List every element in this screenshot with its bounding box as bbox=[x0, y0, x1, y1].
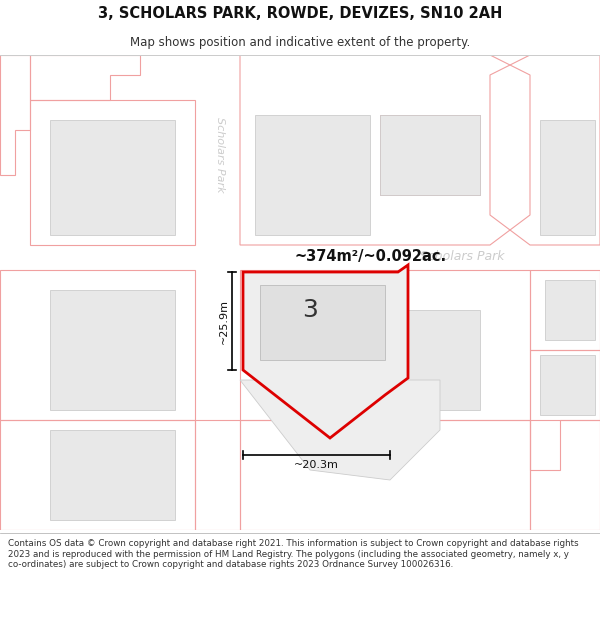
Polygon shape bbox=[545, 280, 595, 340]
Text: ~20.3m: ~20.3m bbox=[294, 460, 339, 470]
Text: Contains OS data © Crown copyright and database right 2021. This information is : Contains OS data © Crown copyright and d… bbox=[8, 539, 578, 569]
Text: Map shows position and indicative extent of the property.: Map shows position and indicative extent… bbox=[130, 36, 470, 49]
Polygon shape bbox=[260, 285, 385, 360]
Polygon shape bbox=[540, 120, 595, 235]
Polygon shape bbox=[255, 115, 370, 235]
Text: ~25.9m: ~25.9m bbox=[219, 299, 229, 344]
Text: 3, SCHOLARS PARK, ROWDE, DEVIZES, SN10 2AH: 3, SCHOLARS PARK, ROWDE, DEVIZES, SN10 2… bbox=[98, 6, 502, 21]
Text: Scholars Park: Scholars Park bbox=[215, 118, 225, 192]
Polygon shape bbox=[50, 430, 175, 520]
Text: Scholars Park: Scholars Park bbox=[420, 251, 505, 264]
Text: 3: 3 bbox=[302, 298, 318, 322]
Polygon shape bbox=[380, 115, 480, 195]
Polygon shape bbox=[310, 310, 480, 410]
Polygon shape bbox=[243, 265, 408, 438]
Polygon shape bbox=[50, 290, 175, 410]
Polygon shape bbox=[50, 120, 175, 235]
Polygon shape bbox=[540, 355, 595, 415]
Polygon shape bbox=[240, 380, 440, 480]
Text: ~374m²/~0.092ac.: ~374m²/~0.092ac. bbox=[295, 249, 447, 264]
